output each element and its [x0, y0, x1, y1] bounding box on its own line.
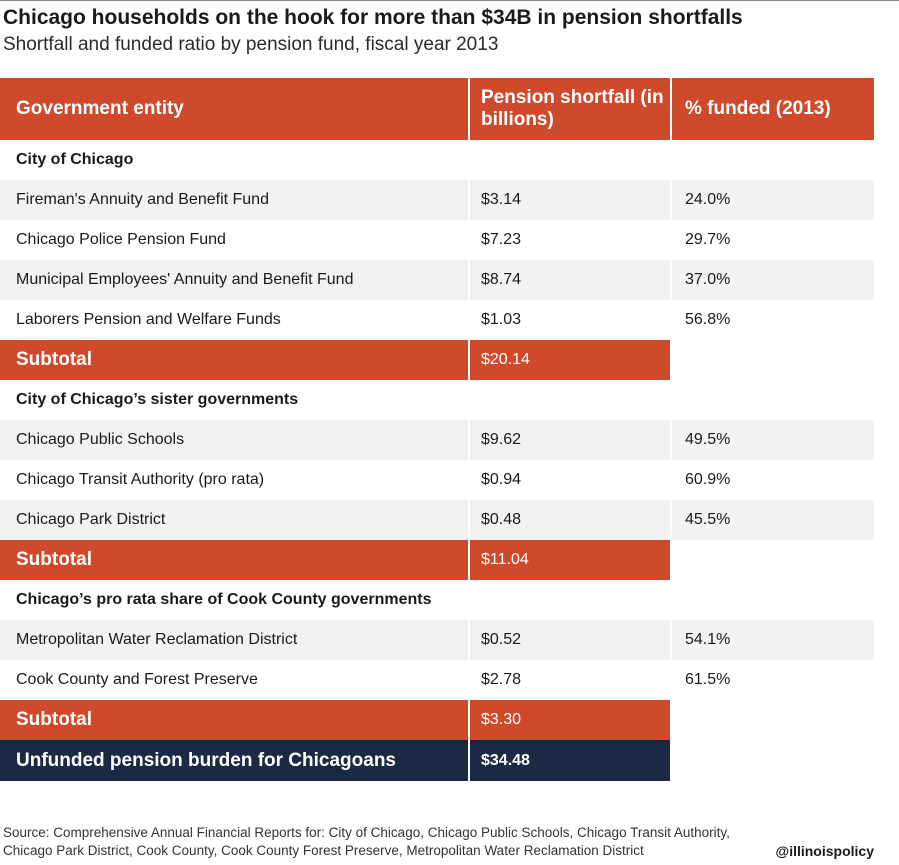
entity-cell: Chicago’s pro rata share of Cook County … [0, 580, 468, 620]
table-row: Chicago Police Pension Fund $7.23 29.7% [0, 220, 874, 260]
funded-cell: 45.5% [672, 500, 874, 540]
table-row: Metropolitan Water Reclamation District $… [0, 620, 874, 660]
section-row: City of Chicago’s sister governments [0, 380, 874, 420]
shortfall-cell: $3.14 [470, 180, 670, 220]
header-funded: % funded (2013) [672, 78, 874, 140]
funded-cell: 54.1% [672, 620, 874, 660]
shortfall-cell [470, 380, 670, 420]
entity-cell: Chicago Transit Authority (pro rata) [0, 460, 468, 500]
funded-cell: 60.9% [672, 460, 874, 500]
entity-cell: Metropolitan Water Reclamation District [0, 620, 468, 660]
funded-cell: 24.0% [672, 180, 874, 220]
shortfall-cell: $8.74 [470, 260, 670, 300]
total-row: Unfunded pension burden for Chicagoans $3… [0, 740, 874, 781]
chart-title: Chicago households on the hook for more … [3, 6, 743, 29]
table-row: Laborers Pension and Welfare Funds $1.03 5… [0, 300, 874, 340]
entity-cell: City of Chicago [0, 140, 468, 180]
shortfall-cell [470, 580, 670, 620]
shortfall-cell: $20.14 [470, 340, 670, 380]
subtotal-row: Subtotal $20.14 [0, 340, 874, 380]
funded-cell [672, 340, 874, 380]
entity-cell: Chicago Public Schools [0, 420, 468, 460]
shortfall-cell: $3.30 [470, 700, 670, 740]
shortfall-cell: $11.04 [470, 540, 670, 580]
entity-cell: Cook County and Forest Preserve [0, 660, 468, 700]
funded-cell: 37.0% [672, 260, 874, 300]
shortfall-cell: $0.48 [470, 500, 670, 540]
table-row: Chicago Transit Authority (pro rata) $0.9… [0, 460, 874, 500]
shortfall-cell: $34.48 [470, 740, 670, 781]
table-row: Fireman's Annuity and Benefit Fund $3.14 2… [0, 180, 874, 220]
funded-cell: 56.8% [672, 300, 874, 340]
entity-cell: Chicago Police Pension Fund [0, 220, 468, 260]
shortfall-cell [470, 140, 670, 180]
funded-cell: 49.5% [672, 420, 874, 460]
shortfall-cell: $0.52 [470, 620, 670, 660]
table-row: Municipal Employees' Annuity and Benefit… [0, 260, 874, 300]
shortfall-cell: $9.62 [470, 420, 670, 460]
table-row: Chicago Public Schools $9.62 49.5% [0, 420, 874, 460]
entity-cell: Subtotal [0, 340, 468, 380]
entity-cell: Municipal Employees' Annuity and Benefit… [0, 260, 468, 300]
funded-cell [672, 580, 874, 620]
funded-cell: 61.5% [672, 660, 874, 700]
chart-subtitle: Shortfall and funded ratio by pension fu… [3, 34, 499, 55]
shortfall-cell: $7.23 [470, 220, 670, 260]
subtotal-row: Subtotal $3.30 [0, 700, 874, 740]
section-row: Chicago’s pro rata share of Cook County … [0, 580, 874, 620]
entity-cell: Laborers Pension and Welfare Funds [0, 300, 468, 340]
table-row: Cook County and Forest Preserve $2.78 61.5… [0, 660, 874, 700]
entity-cell: City of Chicago’s sister governments [0, 380, 468, 420]
entity-cell: Chicago Park District [0, 500, 468, 540]
table-header-row: Government entity Pension shortfall (in … [0, 78, 874, 140]
section-row: City of Chicago [0, 140, 874, 180]
shortfall-cell: $2.78 [470, 660, 670, 700]
header-shortfall: Pension shortfall (in billions) [470, 78, 670, 140]
funded-cell: 29.7% [672, 220, 874, 260]
funded-cell [672, 740, 874, 781]
entity-cell: Unfunded pension burden for Chicagoans [0, 740, 468, 781]
funded-cell [672, 140, 874, 180]
funded-cell [672, 700, 874, 740]
source-note: Source: Comprehensive Annual Financial R… [3, 825, 730, 858]
header-entity: Government entity [0, 78, 468, 140]
top-rule [0, 0, 899, 1]
funded-cell [672, 540, 874, 580]
pension-table: Government entity Pension shortfall (in … [0, 78, 874, 781]
shortfall-cell: $1.03 [470, 300, 670, 340]
funded-cell [672, 380, 874, 420]
brand-handle: @illinoispolicy [775, 843, 874, 859]
entity-cell: Fireman's Annuity and Benefit Fund [0, 180, 468, 220]
entity-cell: Subtotal [0, 700, 468, 740]
shortfall-cell: $0.94 [470, 460, 670, 500]
subtotal-row: Subtotal $11.04 [0, 540, 874, 580]
table-row: Chicago Park District $0.48 45.5% [0, 500, 874, 540]
entity-cell: Subtotal [0, 540, 468, 580]
